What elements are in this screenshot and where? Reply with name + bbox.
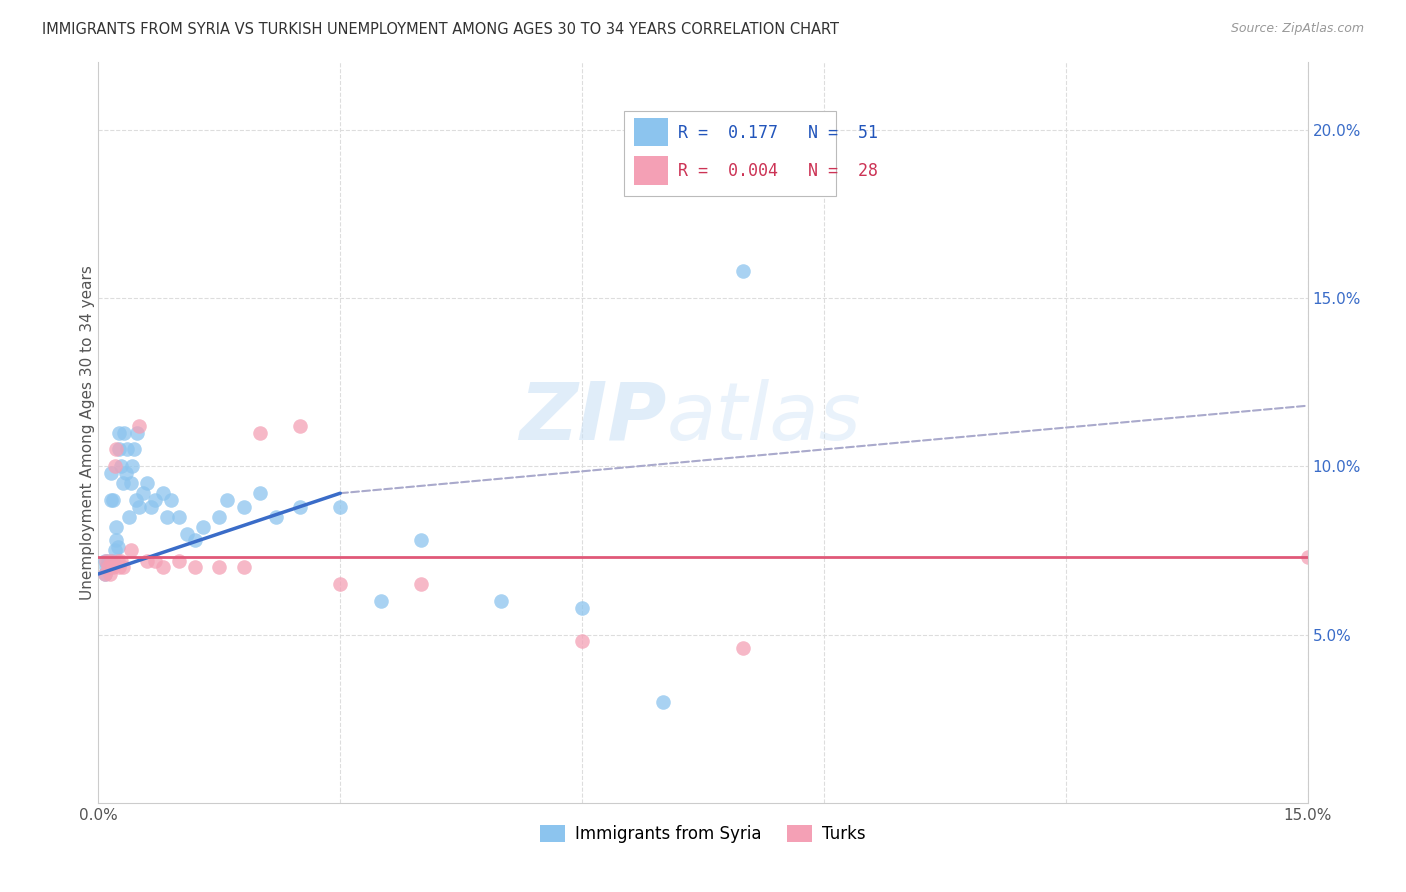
Point — [101, 553, 124, 567]
Point — [232, 560, 254, 574]
Bar — [634, 156, 668, 185]
Point — [167, 509, 190, 524]
Point — [733, 640, 755, 655]
Point — [152, 560, 174, 574]
Point — [143, 553, 166, 567]
Point — [208, 509, 231, 524]
Point — [143, 492, 166, 507]
Point — [94, 553, 117, 567]
Point — [571, 600, 593, 615]
Point — [111, 560, 134, 574]
Point — [152, 486, 174, 500]
Text: atlas: atlas — [666, 379, 862, 457]
Point — [120, 543, 142, 558]
Point — [97, 560, 120, 574]
Point — [184, 560, 207, 574]
Point — [94, 566, 117, 581]
Point — [127, 425, 149, 440]
Point — [124, 492, 146, 507]
Point — [98, 566, 121, 581]
Bar — [634, 118, 668, 146]
Point — [176, 526, 198, 541]
Point — [107, 540, 129, 554]
Point — [120, 476, 142, 491]
Point — [100, 492, 122, 507]
Point — [98, 560, 121, 574]
Point — [733, 264, 755, 278]
Point — [103, 543, 125, 558]
Text: Source: ZipAtlas.com: Source: ZipAtlas.com — [1230, 22, 1364, 36]
Point — [128, 418, 150, 433]
Point — [651, 695, 673, 709]
Point — [110, 459, 132, 474]
Point — [184, 533, 207, 548]
Point — [108, 560, 131, 574]
Point — [208, 560, 231, 574]
Point — [117, 442, 139, 457]
Point — [128, 500, 150, 514]
Point — [110, 553, 132, 567]
Point — [100, 553, 122, 567]
Point — [101, 492, 124, 507]
Point — [111, 476, 134, 491]
Text: R =  0.004   N =  28: R = 0.004 N = 28 — [678, 162, 877, 180]
Point — [135, 553, 157, 567]
Legend: Immigrants from Syria, Turks: Immigrants from Syria, Turks — [534, 819, 872, 850]
Point — [103, 459, 125, 474]
Point — [100, 466, 122, 480]
Point — [114, 466, 136, 480]
Point — [288, 418, 311, 433]
Point — [107, 442, 129, 457]
Point — [329, 500, 352, 514]
Point — [160, 492, 183, 507]
Point — [288, 500, 311, 514]
Point — [132, 486, 155, 500]
Point — [409, 533, 432, 548]
Point — [217, 492, 239, 507]
Point — [96, 560, 118, 574]
Point — [156, 509, 179, 524]
Y-axis label: Unemployment Among Ages 30 to 34 years: Unemployment Among Ages 30 to 34 years — [80, 265, 94, 600]
Point — [105, 533, 128, 548]
Point — [112, 425, 135, 440]
Text: IMMIGRANTS FROM SYRIA VS TURKISH UNEMPLOYMENT AMONG AGES 30 TO 34 YEARS CORRELAT: IMMIGRANTS FROM SYRIA VS TURKISH UNEMPLO… — [42, 22, 839, 37]
Point — [571, 634, 593, 648]
Point — [370, 594, 392, 608]
Point — [96, 553, 118, 567]
Point — [409, 577, 432, 591]
Point — [1296, 550, 1319, 565]
Point — [249, 486, 271, 500]
Point — [193, 520, 215, 534]
Point — [491, 594, 513, 608]
Text: ZIP: ZIP — [519, 379, 666, 457]
Point — [108, 425, 131, 440]
Point — [94, 566, 117, 581]
Point — [97, 553, 120, 567]
Point — [107, 553, 129, 567]
Point — [122, 442, 145, 457]
Point — [135, 476, 157, 491]
Point — [167, 553, 190, 567]
Point — [329, 577, 352, 591]
Bar — [624, 111, 837, 195]
Point — [105, 520, 128, 534]
Point — [249, 425, 271, 440]
Point — [232, 500, 254, 514]
Text: R =  0.177   N =  51: R = 0.177 N = 51 — [678, 124, 877, 142]
Point — [264, 509, 287, 524]
Point — [139, 500, 162, 514]
Point — [121, 459, 143, 474]
Point — [105, 442, 128, 457]
Point — [101, 560, 124, 574]
Point — [118, 509, 141, 524]
